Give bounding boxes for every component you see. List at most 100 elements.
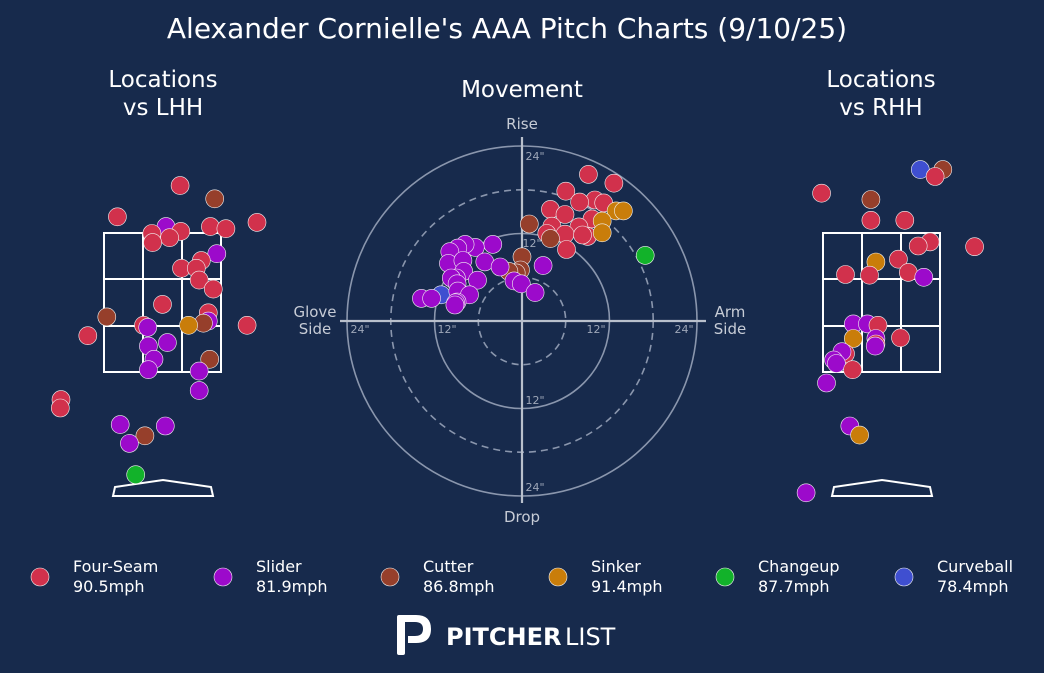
pitch-point-lhh-34 — [189, 381, 209, 400]
pitcherlist-logo: PITCHER LIST — [397, 615, 616, 655]
pitch-point-lhh-31 — [200, 349, 219, 369]
pitch-point-movement-3 — [556, 181, 576, 201]
legend-marker-curveball — [894, 567, 914, 587]
pitch-point-rhh-13 — [836, 265, 855, 284]
pitch-point-movement-21 — [519, 214, 539, 234]
pitch-point-rhh-30 — [843, 360, 862, 380]
pitch-point-movement-1 — [579, 165, 598, 184]
pitch-point-movement-20 — [592, 223, 612, 243]
pitch-point-lhh-36 — [50, 398, 70, 418]
pitch-point-lhh-27 — [78, 326, 98, 346]
pitch-point-rhh-20 — [843, 329, 863, 348]
pitch-point-movement-14 — [557, 240, 576, 259]
legend-speed-slider: 81.9mph — [256, 577, 328, 596]
pitch-point-movement-5 — [570, 192, 589, 212]
home-plate-lhh — [111, 478, 215, 497]
pitch-point-rhh-28 — [827, 354, 846, 373]
axis-label-glove: Glove — [293, 303, 336, 321]
rhh-title-line1: Locations — [826, 67, 935, 93]
panel-movement: Movement Rise Drop Glove Side Arm Side 2… — [293, 77, 746, 526]
pitch-point-rhh-7 — [895, 211, 915, 230]
pitch-point-rhh-6 — [861, 211, 881, 230]
pitch-point-rhh-24 — [865, 336, 885, 356]
pitch-point-lhh-32 — [139, 360, 158, 380]
panel-lhh: Locations vs LHH — [50, 67, 267, 497]
pitch-point-movement-16 — [573, 225, 592, 245]
legend-label-changeup: Changeup — [758, 557, 840, 576]
pitch-point-movement-27 — [635, 246, 655, 265]
pitch-point-rhh-10 — [908, 236, 928, 256]
lhh-title-line1: Locations — [108, 67, 217, 93]
pitch-point-movement-50 — [525, 283, 545, 302]
legend-label-sinker: Sinker — [591, 557, 641, 576]
pitch-point-rhh-9 — [965, 237, 984, 256]
pitch-point-rhh-15 — [898, 263, 918, 282]
movement-title: Movement — [461, 77, 583, 103]
pitch-point-lhh-22 — [138, 318, 157, 337]
ring-label-right-24: 24" — [674, 323, 693, 336]
pitch-point-rhh-3 — [925, 167, 945, 186]
pitch-point-lhh-10 — [160, 228, 179, 247]
pitch-point-rhh-32 — [850, 425, 869, 445]
pitch-point-movement-18 — [614, 201, 633, 221]
pitch-point-lhh-17 — [204, 279, 223, 299]
rhh-title-line2: vs RHH — [839, 95, 922, 121]
pitch-point-lhh-37 — [110, 415, 130, 434]
pitch-point-lhh-3 — [108, 207, 127, 227]
pitch-point-lhh-2 — [205, 189, 224, 209]
pitch-points-rhh — [796, 160, 984, 503]
ring-label-top-12: 12" — [522, 237, 541, 250]
pitch-point-lhh-1 — [170, 176, 190, 195]
pitch-point-lhh-12 — [207, 244, 227, 263]
legend-speed-four-seam: 90.5mph — [73, 577, 145, 596]
axis-label-glove-side: Side — [299, 320, 331, 338]
pitch-point-movement-2 — [604, 173, 624, 193]
legend-marker-sinker — [548, 567, 568, 587]
pitch-point-lhh-25 — [179, 315, 198, 335]
pitch-point-lhh-4 — [247, 213, 267, 232]
pitch-point-lhh-11 — [143, 233, 162, 252]
pitch-point-movement-53 — [445, 295, 465, 315]
pitch-point-lhh-28 — [158, 333, 177, 352]
legend-speed-curveball: 78.4mph — [937, 577, 1009, 596]
pitch-point-movement-51 — [533, 256, 553, 275]
axis-label-arm: Arm — [715, 303, 746, 321]
pitch-point-movement-22 — [541, 229, 560, 248]
axis-label-arm-side: Side — [714, 320, 746, 338]
pitch-point-rhh-29 — [817, 373, 836, 393]
ring-label-left-24: 24" — [350, 323, 369, 336]
ring-label-top-24: 24" — [525, 150, 544, 163]
pitch-point-movement-44 — [511, 274, 531, 294]
pitch-point-lhh-33 — [189, 361, 209, 381]
pitch-point-lhh-18 — [153, 295, 172, 314]
legend-label-cutter: Cutter — [423, 557, 474, 576]
pitch-point-lhh-38 — [156, 416, 175, 436]
pitch-point-movement-8 — [555, 205, 575, 224]
pitcherlist-p-icon — [397, 615, 431, 655]
ring-label-bottom-12: 12" — [525, 394, 544, 407]
home-plate-rhh — [830, 478, 934, 497]
panel-rhh: Locations vs RHH — [796, 67, 984, 503]
pitch-points-movement — [412, 165, 655, 315]
pitch-point-lhh-26 — [237, 315, 257, 335]
ring-label-right-12: 12" — [586, 323, 605, 336]
ring-label-bottom-24: 24" — [525, 481, 544, 494]
legend-label-curveball: Curveball — [937, 557, 1013, 576]
pitch-point-lhh-7 — [216, 219, 236, 238]
legend-speed-changeup: 87.7mph — [758, 577, 830, 596]
axis-label-drop: Drop — [504, 508, 540, 526]
pitch-point-rhh-33 — [796, 483, 816, 503]
pitch-point-lhh-6 — [201, 217, 220, 236]
pitch-point-rhh-14 — [860, 265, 879, 285]
pitch-point-rhh-5 — [861, 190, 881, 209]
logo-text-bold: PITCHER — [446, 623, 561, 651]
pitch-point-lhh-39 — [135, 426, 155, 446]
pitch-point-rhh-11 — [889, 249, 908, 269]
legend-marker-slider — [213, 567, 233, 587]
legend-marker-four-seam — [30, 567, 50, 587]
lhh-title-line2: vs LHH — [123, 95, 203, 121]
legend-label-slider: Slider — [256, 557, 302, 576]
chart-title: Alexander Cornielle's AAA Pitch Charts (… — [167, 12, 847, 45]
